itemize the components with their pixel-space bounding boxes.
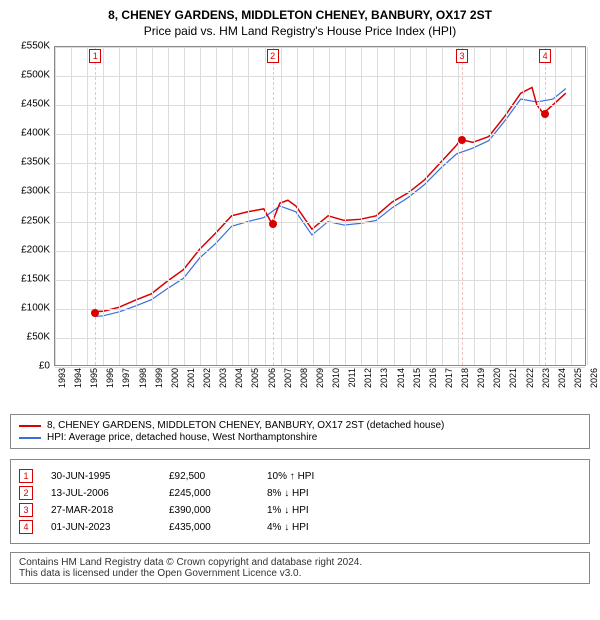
y-tick-label: £250K xyxy=(21,215,50,226)
y-tick-label: £100K xyxy=(21,302,50,313)
x-tick-label: 2006 xyxy=(267,368,277,388)
sale-date: 13-JUL-2006 xyxy=(51,488,151,499)
sale-diff: 1% ↓ HPI xyxy=(267,505,367,516)
x-tick-label: 2014 xyxy=(396,368,406,388)
footer-line1: Contains HM Land Registry data © Crown c… xyxy=(19,557,581,568)
sale-price: £92,500 xyxy=(169,471,249,482)
x-tick-label: 2026 xyxy=(589,368,599,388)
chart-title: 8, CHENEY GARDENS, MIDDLETON CHENEY, BAN… xyxy=(10,8,590,22)
x-axis: 1993 1994 1995 1996 1997 1998 1999 2000 2001 2002… xyxy=(54,366,586,386)
y-tick-label: £550K xyxy=(21,41,50,52)
y-tick-label: £0 xyxy=(39,361,50,372)
x-tick-label: 2012 xyxy=(363,368,373,388)
line-series xyxy=(95,87,566,311)
x-tick-label: 2021 xyxy=(508,368,518,388)
x-tick-label: 2004 xyxy=(234,368,244,388)
sale-row: 4 01-JUN-2023 £435,000 4% ↓ HPI xyxy=(19,520,581,534)
x-tick-label: 2002 xyxy=(202,368,212,388)
x-tick-label: 2011 xyxy=(347,368,357,387)
x-tick-label: 1999 xyxy=(154,368,164,388)
x-tick-label: 2017 xyxy=(444,368,454,388)
sale-price: £245,000 xyxy=(169,488,249,499)
x-tick-label: 2010 xyxy=(331,368,341,388)
sale-flag: 1 xyxy=(19,469,33,483)
sale-flag: 3 xyxy=(19,503,33,517)
legend-label: HPI: Average price, detached house, West… xyxy=(47,432,317,443)
sales-table: 1 30-JUN-1995 £92,500 10% ↑ HPI 2 13-JUL-2006… xyxy=(10,459,590,544)
x-tick-label: 2023 xyxy=(541,368,551,388)
y-tick-label: £350K xyxy=(21,157,50,168)
sale-diff: 10% ↑ HPI xyxy=(267,471,367,482)
chart-container: 8, CHENEY GARDENS, MIDDLETON CHENEY, BAN… xyxy=(0,0,600,592)
y-tick-label: £50K xyxy=(27,331,50,342)
chart-subtitle: Price paid vs. HM Land Registry's House … xyxy=(10,24,590,38)
x-tick-label: 1994 xyxy=(73,368,83,388)
x-tick-label: 1998 xyxy=(138,368,148,388)
y-tick-label: £400K xyxy=(21,128,50,139)
x-tick-label: 1993 xyxy=(57,368,67,388)
footer-line2: This data is licensed under the Open Gov… xyxy=(19,568,581,579)
y-tick-label: £200K xyxy=(21,244,50,255)
legend-swatch xyxy=(19,425,41,427)
sale-row: 2 13-JUL-2006 £245,000 8% ↓ HPI xyxy=(19,486,581,500)
legend-row: 8, CHENEY GARDENS, MIDDLETON CHENEY, BAN… xyxy=(19,420,581,431)
sale-price: £390,000 xyxy=(169,505,249,516)
x-tick-label: 2009 xyxy=(315,368,325,388)
sale-flag: 4 xyxy=(19,520,33,534)
x-tick-label: 2000 xyxy=(170,368,180,388)
x-tick-label: 1996 xyxy=(105,368,115,388)
x-tick-label: 2005 xyxy=(250,368,260,388)
sale-diff: 4% ↓ HPI xyxy=(267,522,367,533)
sale-marker-dot xyxy=(91,309,99,317)
x-tick-label: 2020 xyxy=(492,368,502,388)
x-tick-label: 2003 xyxy=(218,368,228,388)
sale-marker-dot xyxy=(269,220,277,228)
x-tick-label: 2025 xyxy=(573,368,583,388)
sale-date: 01-JUN-2023 xyxy=(51,522,151,533)
x-tick-label: 2018 xyxy=(460,368,470,388)
sale-marker-dot xyxy=(458,136,466,144)
legend-swatch xyxy=(19,437,41,439)
x-tick-label: 1995 xyxy=(89,368,99,388)
footer: Contains HM Land Registry data © Crown c… xyxy=(10,552,590,584)
y-axis: £0£50K£100K£150K£200K£250K£300K£350K£400… xyxy=(10,46,54,366)
y-tick-label: £300K xyxy=(21,186,50,197)
x-tick-label: 2016 xyxy=(428,368,438,388)
x-tick-label: 2007 xyxy=(283,368,293,388)
sale-marker-flag: 4 xyxy=(539,49,551,63)
x-tick-label: 2015 xyxy=(412,368,422,388)
x-tick-label: 2024 xyxy=(557,368,567,388)
y-tick-label: £450K xyxy=(21,99,50,110)
legend-label: 8, CHENEY GARDENS, MIDDLETON CHENEY, BAN… xyxy=(47,420,444,431)
x-tick-label: 2013 xyxy=(379,368,389,388)
x-tick-label: 2022 xyxy=(525,368,535,388)
sale-diff: 8% ↓ HPI xyxy=(267,488,367,499)
plot-area: 1 2 3 4 xyxy=(54,46,586,366)
x-tick-label: 2019 xyxy=(476,368,486,388)
sale-date: 30-JUN-1995 xyxy=(51,471,151,482)
x-tick-label: 1997 xyxy=(121,368,131,388)
legend: 8, CHENEY GARDENS, MIDDLETON CHENEY, BAN… xyxy=(10,414,590,449)
chart-area: £0 £50K £100K £150K £200K £250K £300K £350K £400… xyxy=(10,46,590,386)
sale-marker-flag: 1 xyxy=(89,49,101,63)
x-tick-label: 2008 xyxy=(299,368,309,388)
sale-flag: 2 xyxy=(19,486,33,500)
legend-row: HPI: Average price, detached house, West… xyxy=(19,432,581,443)
sale-row: 1 30-JUN-1995 £92,500 10% ↑ HPI xyxy=(19,469,581,483)
sale-marker-flag: 3 xyxy=(456,49,468,63)
sale-marker-flag: 2 xyxy=(267,49,279,63)
x-tick-label: 2001 xyxy=(186,368,196,388)
sale-marker-dot xyxy=(541,110,549,118)
sale-row: 3 27-MAR-2018 £390,000 1% ↓ HPI xyxy=(19,503,581,517)
sale-date: 27-MAR-2018 xyxy=(51,505,151,516)
y-tick-label: £500K xyxy=(21,70,50,81)
y-tick-label: £150K xyxy=(21,273,50,284)
sale-price: £435,000 xyxy=(169,522,249,533)
